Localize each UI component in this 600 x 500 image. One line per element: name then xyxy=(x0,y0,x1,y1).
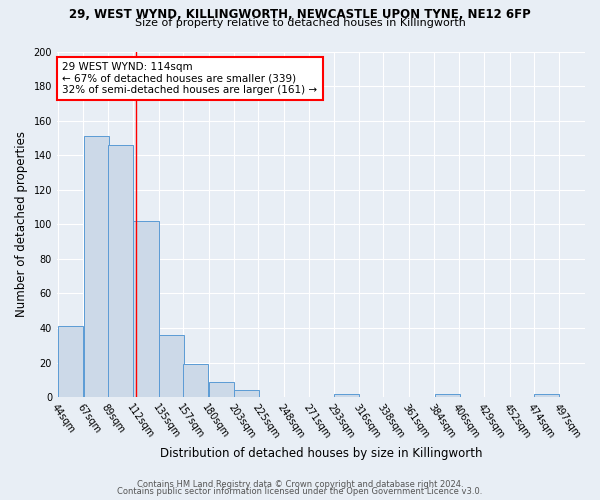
Bar xyxy=(159,335,184,397)
Bar xyxy=(434,394,460,397)
X-axis label: Distribution of detached houses by size in Killingworth: Distribution of detached houses by size … xyxy=(160,447,482,460)
Bar xyxy=(133,221,158,397)
Bar xyxy=(183,364,208,397)
Text: Size of property relative to detached houses in Killingworth: Size of property relative to detached ho… xyxy=(134,18,466,28)
Bar xyxy=(534,394,559,397)
Bar xyxy=(234,390,259,397)
Text: 29, WEST WYND, KILLINGWORTH, NEWCASTLE UPON TYNE, NE12 6FP: 29, WEST WYND, KILLINGWORTH, NEWCASTLE U… xyxy=(69,8,531,20)
Text: Contains public sector information licensed under the Open Government Licence v3: Contains public sector information licen… xyxy=(118,487,482,496)
Text: Contains HM Land Registry data © Crown copyright and database right 2024.: Contains HM Land Registry data © Crown c… xyxy=(137,480,463,489)
Y-axis label: Number of detached properties: Number of detached properties xyxy=(15,132,28,318)
Bar xyxy=(108,145,133,397)
Bar xyxy=(83,136,109,397)
Bar xyxy=(334,394,359,397)
Bar xyxy=(58,326,83,397)
Bar xyxy=(209,382,234,397)
Text: 29 WEST WYND: 114sqm
← 67% of detached houses are smaller (339)
32% of semi-deta: 29 WEST WYND: 114sqm ← 67% of detached h… xyxy=(62,62,317,95)
